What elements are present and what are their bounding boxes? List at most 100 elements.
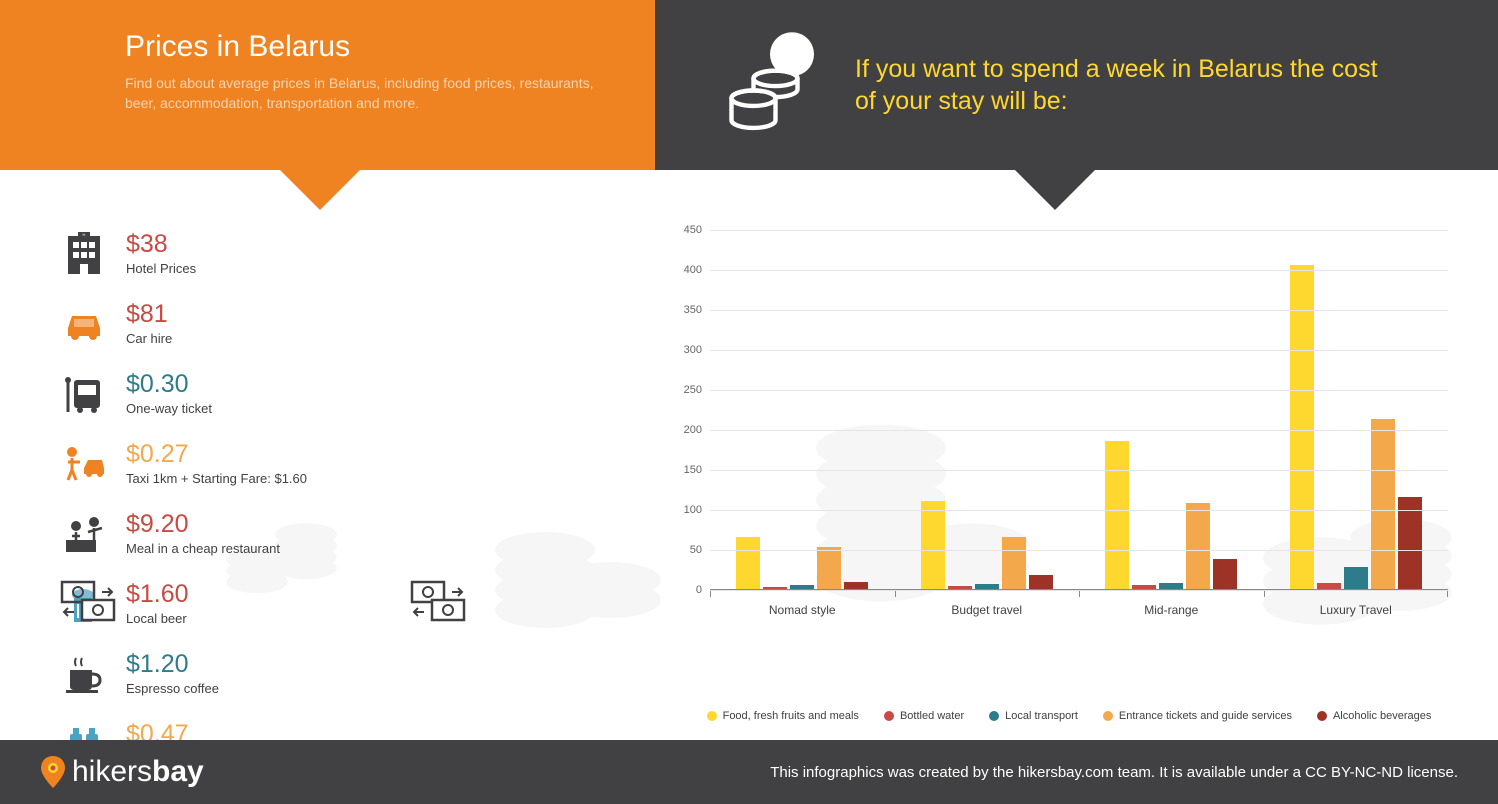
- price-value: $0.27: [126, 440, 307, 469]
- logo: hikersbay: [40, 755, 204, 789]
- gridline: [710, 550, 1448, 551]
- price-column-left: H $38 Hotel Prices $81 Car hire $0.30 On…: [60, 230, 360, 510]
- price-label: Car hire: [126, 331, 172, 346]
- gridline: [710, 310, 1448, 311]
- price-label: Espresso coffee: [126, 681, 219, 696]
- gridline: [710, 470, 1448, 471]
- legend-dot: [989, 711, 999, 721]
- bar: [1002, 537, 1026, 589]
- chart-section: 050100150200250300350400450 Nomad styleB…: [650, 230, 1468, 720]
- bar: [1186, 503, 1210, 589]
- y-tick-label: 400: [684, 264, 702, 276]
- bar-group: Mid-range: [1079, 230, 1264, 590]
- header-right-panel: If you want to spend a week in Belarus t…: [655, 0, 1498, 170]
- bar-group: Budget travel: [895, 230, 1080, 590]
- price-item: $1.20 Espresso coffee: [60, 650, 360, 698]
- x-axis-label: Mid-range: [1079, 603, 1264, 617]
- gridline: [710, 270, 1448, 271]
- bar: [1132, 585, 1156, 589]
- y-tick-label: 450: [684, 224, 702, 236]
- logo-pin-icon: [40, 756, 66, 788]
- bar: [844, 582, 868, 589]
- prices-section: H $38 Hotel Prices $81 Car hire $0.30 On…: [30, 230, 650, 720]
- page-title: Prices in Belarus: [125, 30, 615, 64]
- y-tick-label: 250: [684, 384, 702, 396]
- bar: [1371, 419, 1395, 589]
- y-tick-label: 200: [684, 424, 702, 436]
- legend-item: Alcoholic beverages: [1317, 710, 1431, 722]
- gridline: [710, 510, 1448, 511]
- legend-label: Entrance tickets and guide services: [1119, 710, 1292, 722]
- price-item: H $38 Hotel Prices: [60, 230, 360, 278]
- gridline: [710, 430, 1448, 431]
- car-icon: [60, 300, 108, 348]
- y-tick-label: 150: [684, 464, 702, 476]
- exchange-icon: [60, 580, 116, 622]
- y-tick-label: 100: [684, 504, 702, 516]
- logo-text-light: hikers: [72, 755, 152, 789]
- price-item: $0.27 Taxi 1km + Starting Fare: $1.60: [60, 440, 360, 488]
- legend-dot: [884, 711, 894, 721]
- exchange-icon: [410, 580, 466, 622]
- legend-dot: [1317, 711, 1327, 721]
- y-tick-label: 350: [684, 304, 702, 316]
- y-axis: 050100150200250300350400450: [670, 230, 710, 590]
- gridline: [710, 590, 1448, 591]
- header-right-text: If you want to spend a week in Belarus t…: [855, 53, 1395, 118]
- legend-label: Bottled water: [900, 710, 964, 722]
- legend-dot: [1103, 711, 1113, 721]
- header-left-panel: Prices in Belarus Find out about average…: [0, 0, 655, 170]
- legend-item: Bottled water: [884, 710, 964, 722]
- legend-label: Food, fresh fruits and meals: [723, 710, 859, 722]
- gridline: [710, 390, 1448, 391]
- price-label: One-way ticket: [126, 401, 212, 416]
- bar: [975, 584, 999, 589]
- bar: [921, 501, 945, 589]
- legend-item: Food, fresh fruits and meals: [707, 710, 859, 722]
- footer: hikersbay This infographics was created …: [0, 740, 1498, 804]
- y-tick-label: 50: [690, 544, 702, 556]
- gridline: [710, 350, 1448, 351]
- header: Prices in Belarus Find out about average…: [0, 0, 1498, 170]
- gridline: [710, 230, 1448, 231]
- chart-plot-area: Nomad styleBudget travelMid-rangeLuxury …: [710, 230, 1448, 590]
- price-value: $0.30: [126, 370, 212, 399]
- x-axis-label: Luxury Travel: [1264, 603, 1449, 617]
- price-value: $1.60: [126, 580, 189, 609]
- price-value: $9.20: [126, 510, 280, 539]
- price-label: Taxi 1km + Starting Fare: $1.60: [126, 471, 307, 486]
- coins-icon: [715, 30, 825, 140]
- price-item: $81 Car hire: [60, 300, 360, 348]
- page-subtitle: Find out about average prices in Belarus…: [125, 74, 605, 113]
- bar-group: Nomad style: [710, 230, 895, 590]
- price-value: $38: [126, 230, 196, 259]
- bar: [736, 537, 760, 589]
- price-item: $9.20 Meal in a cheap restaurant: [60, 510, 360, 558]
- bar: [948, 586, 972, 589]
- coffee-icon: [60, 650, 108, 698]
- legend-label: Local transport: [1005, 710, 1078, 722]
- bar: [1344, 567, 1368, 589]
- logo-text-bold: bay: [152, 755, 204, 789]
- price-value: $1.20: [126, 650, 219, 679]
- taxi-icon: [60, 440, 108, 488]
- bar-chart: 050100150200250300350400450 Nomad styleB…: [670, 230, 1468, 660]
- legend-label: Alcoholic beverages: [1333, 710, 1431, 722]
- bar: [1213, 559, 1237, 589]
- meal-icon: [60, 510, 108, 558]
- footer-text: This infographics was created by the hik…: [770, 764, 1458, 781]
- bar: [1317, 583, 1341, 589]
- hotel-icon: H: [60, 230, 108, 278]
- price-item: $0.30 One-way ticket: [60, 370, 360, 418]
- chart-legend: Food, fresh fruits and meals Bottled wate…: [670, 710, 1468, 722]
- y-tick-label: 300: [684, 344, 702, 356]
- bar: [763, 587, 787, 589]
- bar: [1290, 265, 1314, 589]
- legend-item: Entrance tickets and guide services: [1103, 710, 1292, 722]
- bar: [1029, 575, 1053, 589]
- price-label: Hotel Prices: [126, 261, 196, 276]
- bar: [1159, 583, 1183, 589]
- bar: [817, 547, 841, 589]
- y-tick-label: 0: [696, 584, 702, 596]
- content-area: H $38 Hotel Prices $81 Car hire $0.30 On…: [0, 170, 1498, 740]
